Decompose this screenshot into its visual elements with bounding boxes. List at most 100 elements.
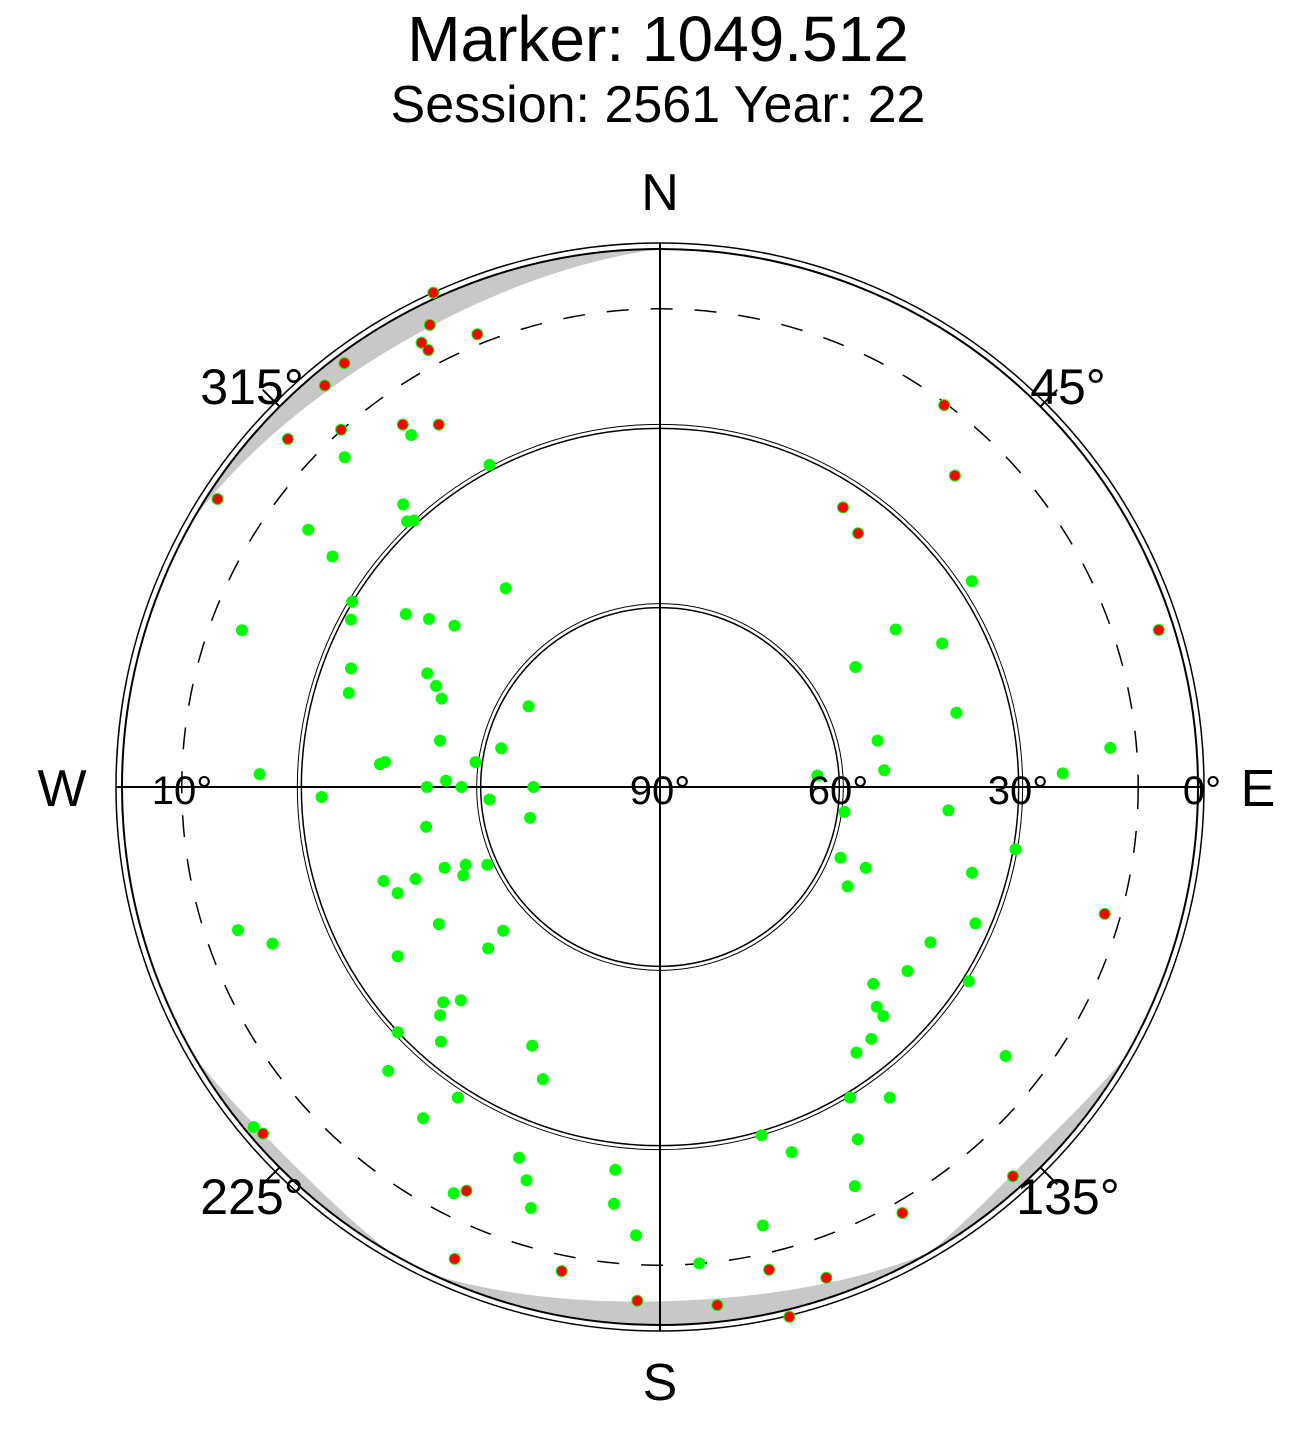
track-point-0-25 (942, 804, 955, 817)
track-point-0-121 (901, 965, 914, 977)
track-point-0-26 (969, 917, 982, 930)
track-point-0-27 (999, 1050, 1012, 1062)
track-point-1-27 (939, 400, 950, 411)
track-point-0-39 (520, 1174, 533, 1187)
track-point-0-55 (513, 1151, 526, 1164)
track-point-0-40 (434, 1009, 447, 1022)
track-point-0-36 (302, 523, 315, 536)
elevation-label-90: 90° (630, 769, 691, 813)
track-point-0-51 (499, 582, 512, 595)
track-point-1-19 (1099, 908, 1110, 919)
track-point-0-74 (401, 515, 414, 528)
track-point-0-6 (883, 1091, 896, 1104)
track-point-0-1 (889, 623, 902, 636)
track-point-0-48 (481, 858, 494, 871)
track-point-0-101 (247, 1121, 260, 1133)
track-point-1-3 (1008, 1171, 1018, 1182)
track-point-0-52 (483, 458, 496, 471)
track-point-1-7 (424, 319, 435, 330)
track-point-0-20 (848, 1180, 861, 1193)
track-point-0-65 (524, 811, 537, 824)
track-point-0-73 (435, 692, 448, 705)
track-point-0-41 (409, 873, 422, 885)
track-point-0-24 (950, 706, 963, 719)
azimuth-tick-135 (1039, 1166, 1059, 1186)
direction-label-south: S (643, 1354, 678, 1412)
track-point-0-62 (607, 1197, 620, 1210)
track-point-0-3 (838, 805, 851, 818)
track-point-0-57 (457, 869, 470, 882)
track-point-0-85 (420, 820, 433, 833)
azimuth-tick-315 (261, 388, 281, 408)
track-point-0-99 (344, 613, 357, 626)
elevation-label-60: 60° (808, 769, 869, 813)
track-point-0-103 (253, 768, 266, 781)
track-point-1-0 (897, 1208, 908, 1218)
track-point-0-123 (1056, 767, 1069, 780)
track-point-0-117 (1009, 843, 1022, 856)
track-point-0-83 (417, 1112, 430, 1125)
horizon-mask-s (432, 1252, 929, 1325)
track-point-0-102 (232, 924, 244, 937)
track-point-0-35 (345, 662, 357, 675)
track-point-0-5 (867, 977, 880, 990)
track-point-1-23 (433, 419, 444, 430)
track-point-1-11 (319, 380, 330, 391)
track-point-0-13 (851, 1133, 864, 1146)
track-point-0-72 (483, 793, 496, 806)
track-point-1-2 (784, 1311, 795, 1322)
track-point-1-9 (423, 345, 434, 356)
track-point-0-16 (849, 661, 862, 673)
track-point-0-17 (811, 769, 824, 782)
chart-subtitle: Session: 2561 Year: 22 (390, 76, 926, 134)
track-point-0-2 (871, 734, 884, 747)
track-point-0-23 (965, 575, 978, 588)
track-point-0-64 (497, 924, 510, 937)
track-point-0-110 (423, 613, 435, 625)
polar-grid (115, 242, 1205, 1332)
axis-labels: N S W E 45° 135° 225° 315° 0° 30° 60° 90… (37, 164, 1275, 1412)
track-point-0-49 (527, 781, 540, 793)
track-point-1-12 (258, 1128, 268, 1139)
track-point-0-115 (865, 1032, 878, 1045)
track-point-0-18 (834, 851, 847, 864)
track-point-1-18 (1153, 625, 1164, 635)
track-point-1-17 (764, 1264, 775, 1275)
track-point-0-59 (430, 679, 443, 692)
track-point-0-90 (266, 937, 279, 950)
track-point-1-28 (461, 1185, 472, 1196)
track-point-0-107 (434, 1035, 447, 1048)
track-point-0-106 (524, 1202, 537, 1214)
track-point-0-47 (437, 996, 450, 1009)
elevation-label-0: 0° (1183, 769, 1221, 813)
azimuth-label-315: 315° (200, 359, 303, 415)
track-point-0-98 (374, 758, 386, 771)
track-point-1-20 (212, 494, 223, 504)
chart-title: Marker: 1049.512 (407, 3, 909, 75)
track-point-0-81 (397, 498, 410, 511)
track-point-0-87 (399, 608, 412, 621)
track-point-0-97 (377, 875, 390, 887)
track-point-1-16 (712, 1300, 723, 1311)
azimuth-tick-45 (1039, 388, 1059, 408)
azimuth-label-225: 225° (200, 1169, 303, 1225)
direction-label-east: E (1241, 760, 1276, 818)
track-point-0-34 (420, 781, 433, 793)
track-point-0-128 (962, 975, 975, 988)
elevation-label-30: 30° (988, 769, 1049, 813)
track-point-1-25 (949, 470, 960, 481)
track-point-1-15 (632, 1295, 643, 1306)
track-point-0-77 (382, 1064, 395, 1077)
track-point-0-67 (448, 619, 461, 632)
track-point-0-111 (405, 429, 418, 441)
track-point-0-84 (391, 950, 404, 963)
track-point-1-4 (282, 434, 293, 444)
elevation-label-10: 10° (152, 769, 213, 813)
track-point-0-116 (924, 936, 937, 949)
track-point-0-96 (392, 1026, 404, 1039)
track-point-0-71 (432, 918, 445, 931)
track-point-1-22 (397, 419, 408, 430)
track-point-0-44 (338, 451, 351, 464)
track-point-0-30 (609, 1163, 622, 1176)
